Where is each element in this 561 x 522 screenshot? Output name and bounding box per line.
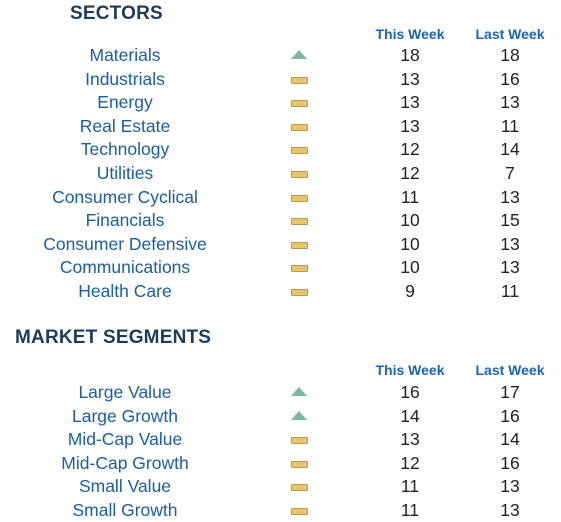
row-name: Utilities bbox=[96, 163, 154, 183]
up-triangle-icon bbox=[290, 410, 308, 421]
this-week-value: 12 bbox=[400, 163, 420, 183]
flat-bar-icon bbox=[290, 264, 308, 273]
last-week-value: 13 bbox=[500, 257, 520, 278]
row-name: Energy bbox=[97, 92, 153, 113]
row-name: Mid-Cap Growth bbox=[61, 452, 189, 473]
last-week-value: 13 bbox=[500, 233, 520, 254]
table-row: Communications 10 13 bbox=[0, 256, 561, 279]
last-week-value: 11 bbox=[500, 115, 520, 136]
flat-bar-icon bbox=[290, 483, 308, 492]
flat-bar-icon bbox=[290, 194, 308, 202]
table-row: Large Value 16 17 bbox=[0, 381, 561, 404]
last-week-value: 17 bbox=[500, 382, 520, 402]
last-week-value: 16 bbox=[500, 452, 520, 473]
row-name: Materials bbox=[89, 45, 161, 65]
last-week-value: 15 bbox=[500, 210, 520, 231]
table-row: Small Growth 11 13 bbox=[0, 499, 561, 522]
table-row: Health Care 9 11 bbox=[0, 280, 561, 303]
sectors-title: SECTORS bbox=[70, 3, 163, 24]
flat-bar-icon bbox=[290, 460, 308, 468]
segments-title: MARKET SEGMENTS bbox=[15, 327, 212, 348]
row-name: Communications bbox=[59, 257, 191, 278]
last-week-value: 13 bbox=[500, 500, 520, 520]
segments-col-last-week: Last Week bbox=[475, 362, 545, 378]
row-name: Consumer Cyclical bbox=[52, 186, 198, 207]
this-week-value: 13 bbox=[400, 92, 420, 113]
table-row: Mid-Cap Growth 12 16 bbox=[0, 452, 561, 475]
this-week-value: 11 bbox=[400, 186, 420, 207]
last-week-value: 13 bbox=[500, 476, 520, 497]
row-name: Consumer Defensive bbox=[43, 233, 207, 254]
last-week-value: 13 bbox=[500, 92, 520, 113]
last-week-value: 16 bbox=[500, 405, 520, 426]
last-week-value: 18 bbox=[500, 45, 520, 65]
flat-bar-icon bbox=[290, 123, 308, 131]
this-week-value: 13 bbox=[400, 68, 420, 89]
row-name: Small Value bbox=[78, 476, 172, 497]
this-week-value: 11 bbox=[400, 476, 420, 497]
this-week-value: 14 bbox=[400, 405, 420, 426]
row-name: Large Growth bbox=[71, 405, 179, 426]
table-row: Mid-Cap Value 13 14 bbox=[0, 428, 561, 451]
last-week-value: 7 bbox=[505, 163, 515, 183]
last-week-value: 14 bbox=[500, 429, 520, 450]
table-row: Real Estate 13 11 bbox=[0, 115, 561, 138]
table-row: Consumer Cyclical 11 13 bbox=[0, 186, 561, 209]
table-row: Industrials 13 16 bbox=[0, 68, 561, 91]
table-row: Materials 18 18 bbox=[0, 44, 561, 67]
row-name: Small Growth bbox=[72, 500, 178, 520]
this-week-value: 12 bbox=[400, 452, 420, 473]
up-triangle-icon bbox=[290, 50, 308, 60]
row-name: Mid-Cap Value bbox=[67, 429, 183, 450]
flat-bar-icon bbox=[290, 146, 308, 155]
row-name: Financials bbox=[85, 210, 165, 231]
row-name: Industrials bbox=[85, 68, 165, 89]
table-row: Technology 12 14 bbox=[0, 138, 561, 161]
this-week-value: 9 bbox=[405, 281, 415, 301]
flat-bar-icon bbox=[290, 99, 308, 108]
sectors-col-last-week: Last Week bbox=[475, 26, 545, 42]
table-row: Utilities 12 7 bbox=[0, 162, 561, 185]
row-name: Real Estate bbox=[79, 115, 171, 136]
table-row: Energy 13 13 bbox=[0, 91, 561, 114]
this-week-value: 10 bbox=[400, 257, 420, 278]
this-week-value: 13 bbox=[400, 115, 420, 136]
this-week-value: 18 bbox=[400, 45, 420, 65]
table-row: Financials 10 15 bbox=[0, 209, 561, 232]
flat-bar-icon bbox=[290, 76, 308, 84]
last-week-value: 11 bbox=[500, 281, 520, 301]
last-week-value: 13 bbox=[500, 186, 520, 207]
this-week-value: 10 bbox=[400, 233, 420, 254]
table-row: Large Growth 14 16 bbox=[0, 405, 561, 428]
flat-bar-icon bbox=[290, 170, 308, 178]
row-name: Health Care bbox=[78, 281, 172, 301]
up-triangle-icon bbox=[290, 387, 308, 397]
this-week-value: 13 bbox=[400, 429, 420, 450]
flat-bar-icon bbox=[290, 241, 308, 249]
this-week-value: 16 bbox=[400, 382, 420, 402]
row-name: Large Value bbox=[78, 382, 172, 402]
table-row: Consumer Defensive 10 13 bbox=[0, 233, 561, 256]
flat-bar-icon bbox=[290, 436, 308, 445]
table-row: Small Value 11 13 bbox=[0, 475, 561, 498]
sectors-col-this-week: This Week bbox=[375, 26, 445, 42]
flat-bar-icon bbox=[290, 217, 308, 226]
this-week-value: 10 bbox=[400, 210, 420, 231]
flat-bar-icon bbox=[290, 507, 308, 515]
row-name: Technology bbox=[80, 139, 170, 160]
this-week-value: 12 bbox=[400, 139, 420, 160]
segments-col-this-week: This Week bbox=[375, 362, 445, 378]
last-week-value: 14 bbox=[500, 139, 520, 160]
this-week-value: 11 bbox=[400, 500, 420, 520]
flat-bar-icon bbox=[290, 288, 308, 296]
last-week-value: 16 bbox=[500, 68, 520, 89]
